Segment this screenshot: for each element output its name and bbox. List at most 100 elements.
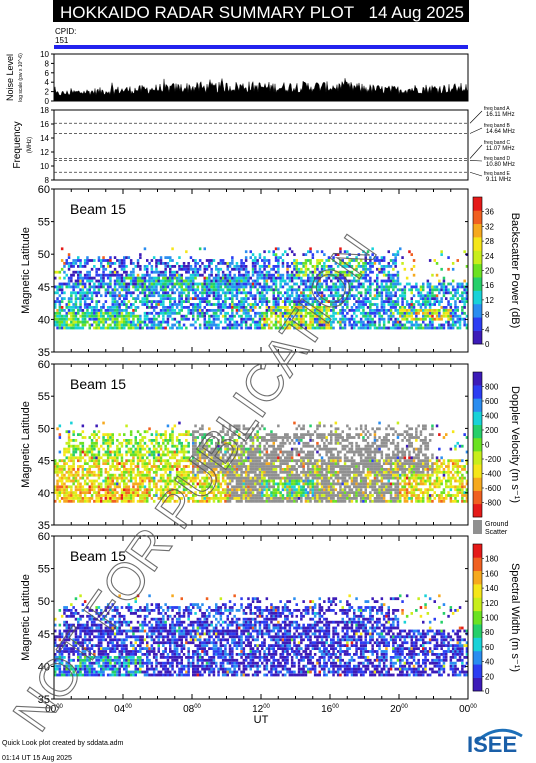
frequency-band-value: 11.07 MHz [486,146,515,152]
colorbar-tick-label: 0 [485,340,490,349]
colorbar-tick-label: 80 [485,628,494,637]
power-panel: 35 40 45 50 55 60 Magnetic Latitude Beam 15 0 4 8 1… [20,184,521,359]
colorbar-tick-label: -600 [485,484,502,493]
colorbar-tick-label: 800 [485,383,499,392]
frequency-band-label: freq band D [484,156,511,162]
colorbar-segment [473,237,482,251]
colorbar-tick-label: -800 [485,499,502,508]
heatmap-ytick-label: 50 [38,423,50,435]
colorbar-tick-label: 20 [485,267,494,276]
heatmap-ytick-label: 35 [38,347,50,359]
frequency-band-label: freq band B [484,123,511,129]
colorbar-tick-label: 200 [485,426,499,435]
colorbar-segment [473,330,482,345]
heatmap-ytick-label: 60 [38,531,50,543]
width-panel: 35 40 45 50 55 60 Magnetic Latitude Beam 15 0 20 4… [20,531,521,706]
colorbar-tick-label: 0 [485,441,490,450]
colorbar-segment [473,597,482,612]
isee-logo-text: ISEE [467,732,517,757]
cpid-bar [54,45,468,49]
x-tick-label-minutes: 00 [194,704,201,710]
frequency-ylabel-sub: (MHz) [27,137,33,153]
heatmap-ytick-label: 40 [38,314,50,326]
colorbar-segment [473,223,482,238]
cpid-label: CPID: [55,27,76,36]
colorbar-segment [473,570,482,585]
heatmap-ytick-label: 55 [38,217,50,229]
noise-ytick-label: 6 [45,69,50,78]
colorbar-tick-label: 0 [485,687,490,696]
beam-label: Beam 15 [70,201,126,217]
frequency-panel: freq band A16.11 MHz freq band B14.64 MHz… [12,106,515,185]
x-axis-title: UT [254,714,269,726]
x-tick-label-minutes: 00 [332,704,339,710]
frequency-band-leader [469,127,483,134]
x-tick-label: 0000 [459,704,477,715]
heatmap-ytick-label: 50 [38,596,50,608]
colorbar-tick-label: 20 [485,672,494,681]
x-tick-label: 2000 [390,704,408,715]
x-tick-label-minutes: 00 [263,704,270,710]
cpid-value: 151 [55,36,69,45]
colorbar-segment [473,250,482,265]
noise-ylabel-sub: log scale (pw x 10^-6) [18,53,24,102]
colorbar-segment [473,490,482,505]
colorbar-tick-label: 400 [485,412,499,421]
frequency-band-label: freq band C [484,140,511,146]
noise-ytick-label: 0 [45,97,50,106]
colorbar-tick-label: 32 [485,222,494,231]
colorbar-segment [473,290,482,305]
colorbar-tick-label: 120 [485,599,499,608]
frequency-ytick-label: 12 [40,148,49,157]
colorbar-tick-label: 16 [485,281,494,290]
colorbar-tick-label: 4 [485,325,490,334]
isee-logo: ISEE [467,728,523,757]
colorbar-segment [473,277,482,291]
ground-scatter-swatch [473,520,482,534]
plot-title: HOKKAIDO RADAR SUMMARY PLOT [60,3,354,22]
header-bar [53,0,469,22]
frequency-ytick-label: 10 [40,162,49,171]
colorbar: 800 600 400 200 0 -200 -400 -600 -800 [472,371,502,518]
ground-scatter-label-2: Scatter [485,529,508,536]
colorbar-segment [473,451,482,465]
heatmap-ytick-label: 40 [38,661,50,673]
colorbar-tick-label: 180 [485,555,499,564]
colorbar: 0 4 8 12 16 20 24 28 32 36 [472,196,494,349]
colorbar-segment [473,637,482,652]
colorbar-segment [473,197,482,211]
colorbar-tick-label: -200 [485,455,502,464]
colorbar-segment [473,624,482,638]
frequency-band-label: freq band E [484,171,511,177]
frequency-ytick-label: 8 [45,176,50,185]
x-tick-label-minutes: 00 [401,704,408,710]
frequency-frame [53,109,469,181]
heatmap-ylabel: Magnetic Latitude [20,574,32,661]
frequency-band-value: 16.11 MHz [486,112,515,118]
colorbar-tick-label: 140 [485,584,499,593]
frequency-ylabel: Frequency [12,121,23,168]
heatmap-cells [54,594,469,677]
noise-ytick-label: 8 [45,59,50,68]
heatmap-ytick-label: 35 [38,520,50,532]
heatmap-ytick-label: 60 [38,184,50,196]
x-tick-label: 1600 [321,704,339,715]
heatmap-ylabel: Magnetic Latitude [20,401,32,488]
heatmap-ytick-label: 55 [38,391,50,403]
colorbar-tick-label: 12 [485,296,494,305]
colorbar-segment [473,503,482,518]
beam-label: Beam 15 [70,548,126,564]
footer-created: 01:14 UT 15 Aug 2025 [2,755,72,762]
colorbar-segment [473,610,482,625]
colorbar-segment [473,424,482,439]
colorbar-segment [473,398,482,412]
heatmap-ytick-label: 45 [38,282,50,294]
colorbar-tick-label: 28 [485,237,494,246]
x-tick-label: 1200 [252,704,270,715]
colorbar-segment [473,411,482,426]
velocity-panel: 35 40 45 50 55 60 Magnetic Latitude Beam 15 800 6… [20,359,521,536]
colorbar: 0 20 40 60 80 100 120 140 160 180 [472,543,499,696]
colorbar-title: Backscatter Power (dB) [509,213,521,329]
